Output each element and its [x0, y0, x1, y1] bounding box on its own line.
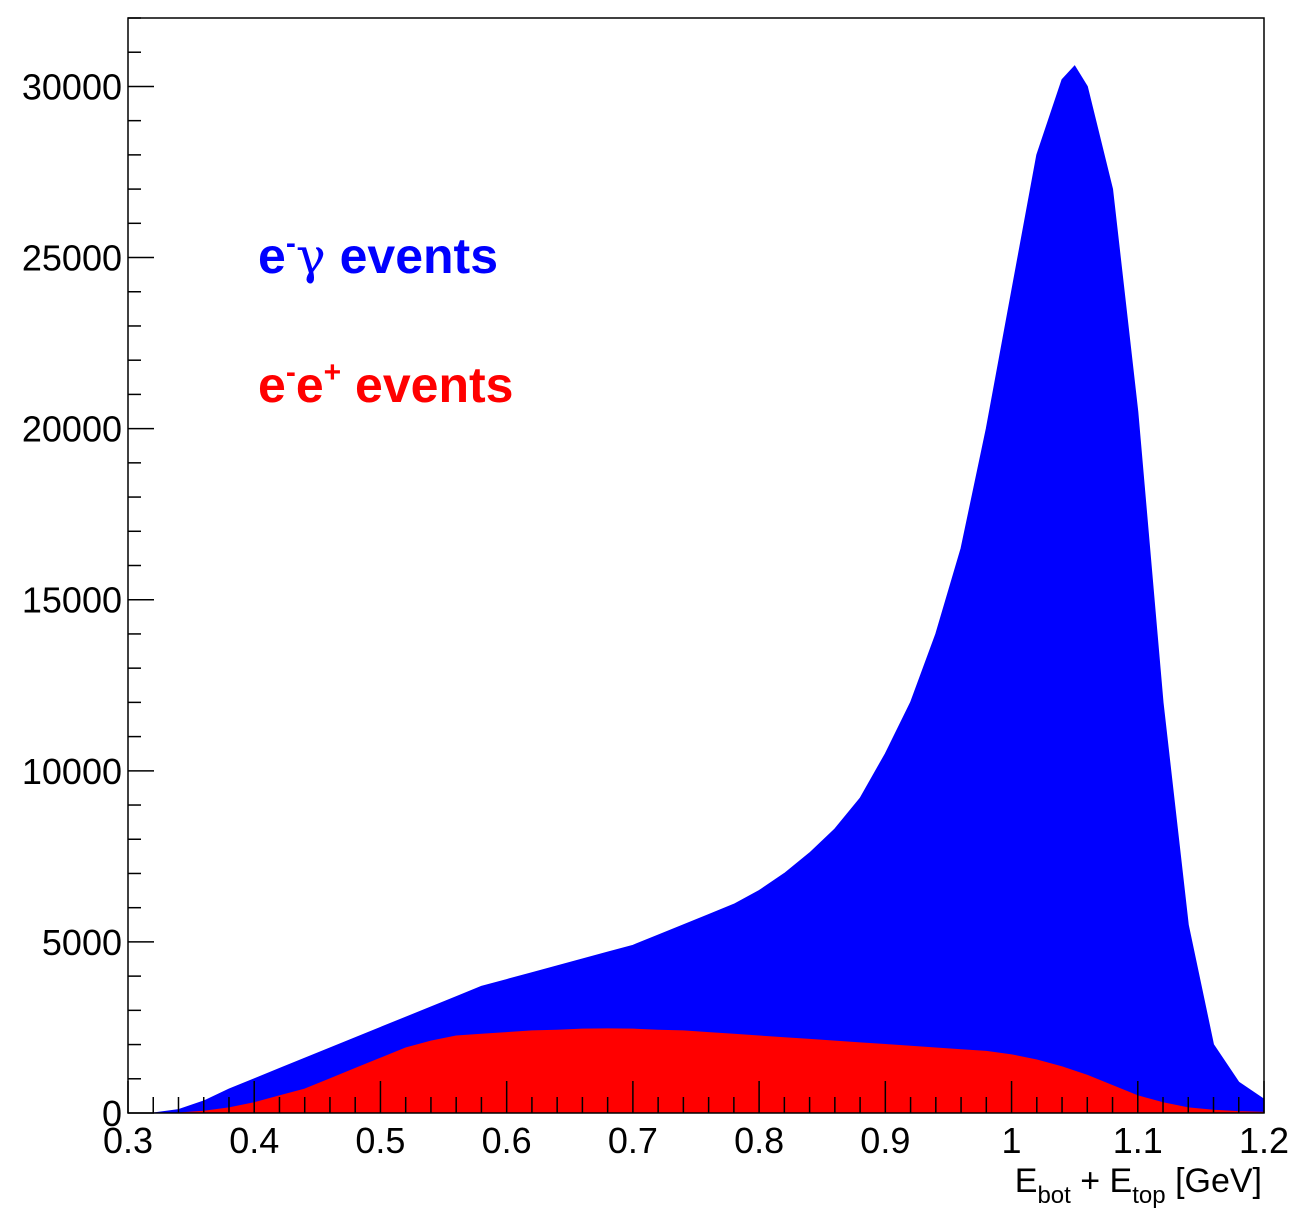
legend-red-rest: events — [341, 357, 513, 413]
x-tick-label-0.4: 0.4 — [229, 1120, 279, 1161]
x-tick-label-1.1: 1.1 — [1113, 1120, 1163, 1161]
y-tick-label-0: 0 — [102, 1093, 122, 1134]
series-egamma-area — [128, 65, 1265, 1114]
x-tick-label-1: 1 — [1002, 1120, 1022, 1161]
x-axis-title-mid: + E — [1071, 1162, 1132, 1200]
ticks-layer: 0 5000 10000 15000 20000 25000 30000 0.3 0.4 0.5 0… — [22, 17, 1289, 1161]
legend-red-base2: e — [296, 357, 324, 413]
legend-blue-base: e — [258, 228, 286, 284]
legend-red-label: e-e+ events — [258, 356, 513, 413]
x-tick-label-0.9: 0.9 — [860, 1120, 910, 1161]
y-tick-label-15000: 15000 — [22, 580, 122, 621]
legend-red-base: e — [258, 357, 286, 413]
legend-blue-sup: - — [286, 227, 296, 260]
x-axis-title-sub2: top — [1132, 1182, 1165, 1209]
x-axis-title-tail: [GeV] — [1166, 1162, 1262, 1200]
y-tick-label-20000: 20000 — [22, 409, 122, 450]
series-layer — [128, 65, 1265, 1114]
x-tick-label-0.8: 0.8 — [734, 1120, 784, 1161]
legend-blue-greek: γ — [296, 227, 326, 285]
legend-blue-label: e-γ events — [258, 227, 498, 285]
legend-red-sup: - — [286, 356, 296, 389]
legend-red-sup2: + — [324, 356, 342, 389]
x-tick-label-0.6: 0.6 — [482, 1120, 532, 1161]
x-axis-title-sub1: bot — [1037, 1182, 1071, 1209]
y-tick-label-10000: 10000 — [22, 751, 122, 792]
x-tick-label-1.2: 1.2 — [1239, 1120, 1289, 1161]
series-eplus-area — [128, 1028, 1265, 1114]
y-tick-label-5000: 5000 — [42, 922, 122, 963]
x-tick-label-0.3: 0.3 — [103, 1120, 153, 1161]
y-tick-label-25000: 25000 — [22, 238, 122, 279]
x-tick-label-0.7: 0.7 — [608, 1120, 658, 1161]
x-tick-label-0.5: 0.5 — [355, 1120, 405, 1161]
legend-blue-rest: events — [326, 228, 498, 284]
x-axis-title-e1: E — [1015, 1162, 1038, 1200]
x-axis-title: Ebot + Etop [GeV] — [1015, 1162, 1262, 1209]
y-tick-label-30000: 30000 — [22, 66, 122, 107]
